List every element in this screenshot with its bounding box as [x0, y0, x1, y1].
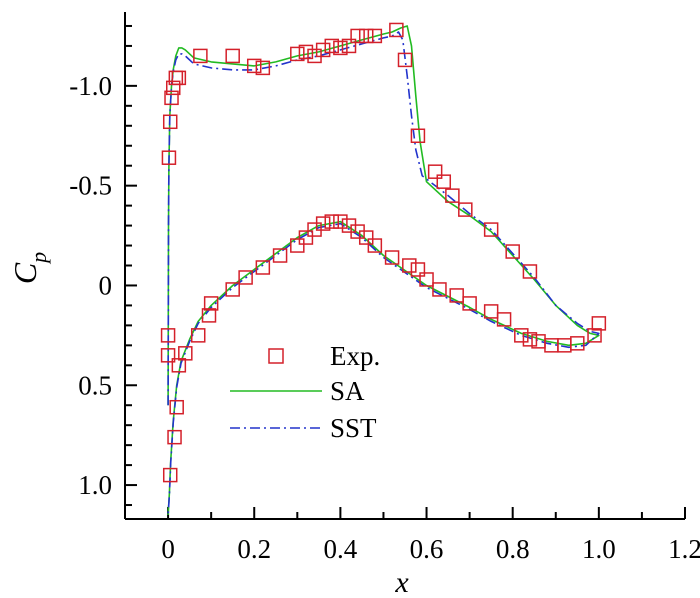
data-point-exp — [238, 270, 253, 285]
y-tick-labels: -1.0 -0.5 0 0.5 1.0 — [69, 71, 112, 500]
y-tick-label: 0 — [99, 270, 113, 300]
data-point-exp — [164, 90, 179, 106]
data-point-exp — [445, 188, 460, 203]
x-tick-label: 1.0 — [582, 534, 616, 564]
x-tick-label: 0.6 — [410, 534, 444, 564]
data-point-exp — [367, 28, 383, 44]
data-point-exp — [522, 264, 538, 279]
axis-ticks — [124, 24, 686, 519]
data-point-exp — [162, 467, 178, 483]
data-point-exp — [514, 328, 529, 343]
x-tick-labels: 0 0.2 0.4 0.6 0.8 1.0 1.2 — [161, 534, 700, 564]
data-point-exp — [290, 46, 305, 62]
data-point-exp — [298, 44, 314, 60]
data-point-exp — [350, 28, 365, 44]
data-point-exp — [272, 248, 288, 263]
data-point-exp — [483, 304, 499, 319]
data-point-exp — [384, 250, 400, 265]
y-axis-title: Cp — [7, 252, 51, 284]
data-point-exp — [358, 28, 374, 44]
data-point-exp — [201, 308, 217, 323]
data-point-exp — [324, 214, 340, 229]
series-layer — [160, 22, 607, 516]
data-point-exp — [171, 70, 187, 86]
data-point-exp — [246, 58, 262, 74]
y-tick-label: -0.5 — [69, 171, 112, 201]
data-point-exp — [410, 262, 426, 277]
data-point-exp — [402, 258, 417, 273]
data-point-exp — [169, 399, 184, 415]
data-point-exp — [165, 80, 181, 96]
y-tick-label: 1.0 — [78, 470, 112, 500]
data-point-exp — [436, 174, 452, 189]
data-point-exp — [333, 40, 348, 56]
data-point-exp — [591, 316, 607, 331]
data-point-exp — [161, 150, 177, 165]
x-tick-label: 0 — [161, 534, 175, 564]
data-point-exp — [483, 222, 499, 237]
legend: Exp. SA SST — [230, 341, 380, 443]
data-point-exp — [193, 48, 208, 64]
svg-text:Cp: Cp — [7, 252, 51, 284]
data-point-exp — [427, 164, 443, 179]
data-point-exp — [587, 328, 602, 343]
data-point-exp — [458, 202, 473, 217]
data-point-exp — [190, 328, 206, 343]
x-tick-label: 1.2 — [668, 534, 700, 564]
data-point-exp — [389, 22, 404, 38]
data-point-exp — [203, 296, 219, 311]
y-axis-title-main: C — [7, 262, 43, 284]
data-point-exp — [290, 238, 305, 253]
data-point-exp — [225, 48, 240, 64]
x-axis-title: x — [394, 566, 409, 598]
data-point-exp — [160, 328, 176, 343]
data-point-exp — [505, 244, 520, 259]
y-tick-label: 0.5 — [78, 370, 112, 400]
data-point-exp — [341, 38, 357, 54]
data-point-exp — [341, 218, 357, 233]
x-tick-label: 0.8 — [496, 534, 530, 564]
data-point-exp — [162, 114, 178, 130]
x-tick-label: 0.4 — [324, 534, 358, 564]
data-point-exp — [367, 238, 383, 253]
data-point-exp — [449, 288, 464, 303]
data-point-exp — [410, 128, 426, 144]
data-point-exp — [315, 42, 331, 58]
plot-frame — [124, 12, 685, 520]
data-point-exp — [462, 296, 477, 311]
y-axis-title-subscript: p — [26, 252, 51, 265]
data-point-exp — [397, 52, 413, 68]
legend-label: SA — [330, 376, 365, 406]
series-line-sa — [167, 25, 600, 516]
data-point-exp — [160, 348, 176, 363]
legend-label: SST — [330, 413, 377, 443]
series-line-sst — [167, 31, 600, 516]
y-tick-label: -1.0 — [69, 71, 112, 101]
data-point-exp — [324, 38, 340, 54]
legend-marker-exp — [268, 348, 284, 364]
data-point-exp — [432, 282, 447, 297]
data-point-exp — [531, 334, 546, 349]
data-point-exp — [307, 222, 322, 237]
data-point-exp — [255, 260, 271, 275]
x-tick-label: 0.2 — [237, 534, 271, 564]
data-point-exp — [496, 312, 512, 327]
data-point-exp — [333, 214, 348, 229]
data-point-exp — [298, 230, 314, 245]
legend-label: Exp. — [330, 341, 380, 371]
data-point-exp — [419, 272, 434, 287]
data-point-exp — [225, 282, 240, 297]
data-point-exp — [171, 358, 187, 373]
data-point-exp — [255, 60, 271, 76]
data-point-exp — [167, 429, 182, 445]
data-point-exp — [522, 332, 538, 347]
